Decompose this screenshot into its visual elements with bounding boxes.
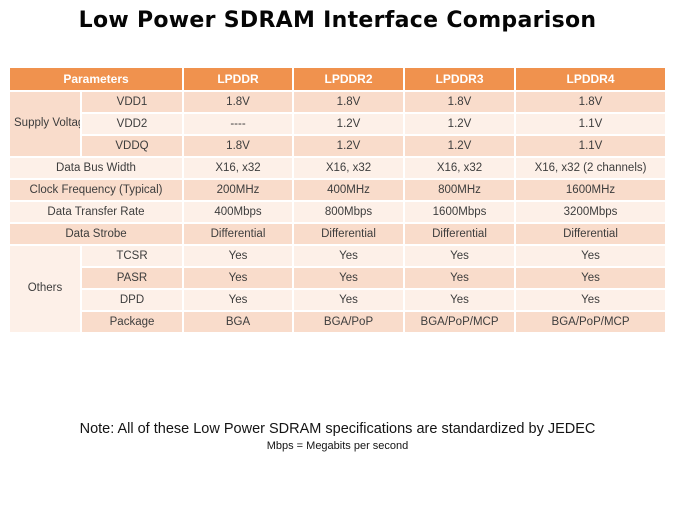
group-cell-supply-voltage: Supply Voltage <box>10 92 80 156</box>
table-row-package: Package BGA BGA/PoP BGA/PoP/MCP BGA/PoP/… <box>10 312 666 332</box>
value-cell: Yes <box>516 290 666 310</box>
value-cell: Yes <box>184 246 293 266</box>
value-cell: Yes <box>405 268 515 288</box>
param-label-cell: Data Strobe <box>10 224 183 244</box>
value-cell: 400MHz <box>294 180 404 200</box>
value-cell: Yes <box>516 246 666 266</box>
value-cell: Yes <box>405 246 515 266</box>
value-cell: X16, x32 <box>405 158 515 178</box>
value-cell: Yes <box>184 290 293 310</box>
value-cell: 200MHz <box>184 180 293 200</box>
value-cell: 1600MHz <box>516 180 666 200</box>
value-cell: 800MHz <box>405 180 515 200</box>
value-cell: 1.1V <box>516 114 666 134</box>
table-row-tcsr: Others TCSR Yes Yes Yes Yes <box>10 246 666 332</box>
table-row-data-bus-width: Data Bus Width X16, x32 X16, x32 X16, x3… <box>10 158 666 178</box>
param-label-cell: Package <box>82 312 183 332</box>
value-cell: 1.2V <box>405 136 515 156</box>
param-label-cell: Clock Frequency (Typical) <box>10 180 183 200</box>
column-header-parameters: Parameters <box>10 68 183 90</box>
value-cell: Yes <box>294 290 404 310</box>
comparison-table: Parameters LPDDR LPDDR2 LPDDR3 LPDDR4 Su… <box>8 66 667 334</box>
table-row-data-strobe: Data Strobe Differential Differential Di… <box>10 224 666 244</box>
value-cell: 1.8V <box>516 92 666 112</box>
value-cell: 1.2V <box>294 114 404 134</box>
table-row-vddq: VDDQ 1.8V 1.2V 1.2V 1.1V <box>10 136 666 156</box>
table-row-dpd: DPD Yes Yes Yes Yes <box>10 290 666 310</box>
value-cell: Differential <box>184 224 293 244</box>
value-cell: Yes <box>294 268 404 288</box>
value-cell: Differential <box>294 224 404 244</box>
value-cell: 800Mbps <box>294 202 404 222</box>
value-cell: Yes <box>516 268 666 288</box>
table-row-clock-frequency: Clock Frequency (Typical) 200MHz 400MHz … <box>10 180 666 200</box>
param-label-cell: Data Bus Width <box>10 158 183 178</box>
param-label-cell: Data Transfer Rate <box>10 202 183 222</box>
group-cell-others: Others <box>10 246 80 332</box>
value-cell: BGA/PoP/MCP <box>516 312 666 332</box>
value-cell: X16, x32 (2 channels) <box>516 158 666 178</box>
column-header-lpddr4: LPDDR4 <box>516 68 666 90</box>
param-label-cell: VDD1 <box>82 92 183 112</box>
value-cell: BGA/PoP <box>294 312 404 332</box>
value-cell: Yes <box>294 246 404 266</box>
value-cell: 1.8V <box>294 92 404 112</box>
param-label-cell: VDD2 <box>82 114 183 134</box>
value-cell: Differential <box>405 224 515 244</box>
value-cell: 1.2V <box>405 114 515 134</box>
value-cell: BGA/PoP/MCP <box>405 312 515 332</box>
column-header-lpddr: LPDDR <box>184 68 293 90</box>
value-cell: ---- <box>184 114 293 134</box>
column-header-lpddr3: LPDDR3 <box>405 68 515 90</box>
param-label-cell: VDDQ <box>82 136 183 156</box>
value-cell: X16, x32 <box>294 158 404 178</box>
page-title: Low Power SDRAM Interface Comparison <box>78 8 597 33</box>
value-cell: 1.2V <box>294 136 404 156</box>
param-label-cell: PASR <box>82 268 183 288</box>
value-cell: Yes <box>184 268 293 288</box>
value-cell: Differential <box>516 224 666 244</box>
table-row-vdd1: Supply Voltage VDD1 1.8V 1.8V 1.8V 1.8V <box>10 92 666 156</box>
value-cell: 400Mbps <box>184 202 293 222</box>
param-label-cell: TCSR <box>82 246 183 266</box>
table-row-data-transfer-rate: Data Transfer Rate 400Mbps 800Mbps 1600M… <box>10 202 666 222</box>
table-row-pasr: PASR Yes Yes Yes Yes <box>10 268 666 288</box>
value-cell: 1600Mbps <box>405 202 515 222</box>
value-cell: X16, x32 <box>184 158 293 178</box>
value-cell: BGA <box>184 312 293 332</box>
header-row: Parameters LPDDR LPDDR2 LPDDR3 LPDDR4 <box>10 68 666 90</box>
value-cell: 3200Mbps <box>516 202 666 222</box>
value-cell: 1.8V <box>184 92 293 112</box>
value-cell: 1.1V <box>516 136 666 156</box>
jedec-note: Note: All of these Low Power SDRAM speci… <box>79 421 596 437</box>
table-row-vdd2: VDD2 ---- 1.2V 1.2V 1.1V <box>10 114 666 134</box>
param-label-cell: DPD <box>82 290 183 310</box>
mbps-definition-note: Mbps = Megabits per second <box>266 440 409 452</box>
value-cell: 1.8V <box>184 136 293 156</box>
column-header-lpddr2: LPDDR2 <box>294 68 404 90</box>
value-cell: Yes <box>405 290 515 310</box>
value-cell: 1.8V <box>405 92 515 112</box>
